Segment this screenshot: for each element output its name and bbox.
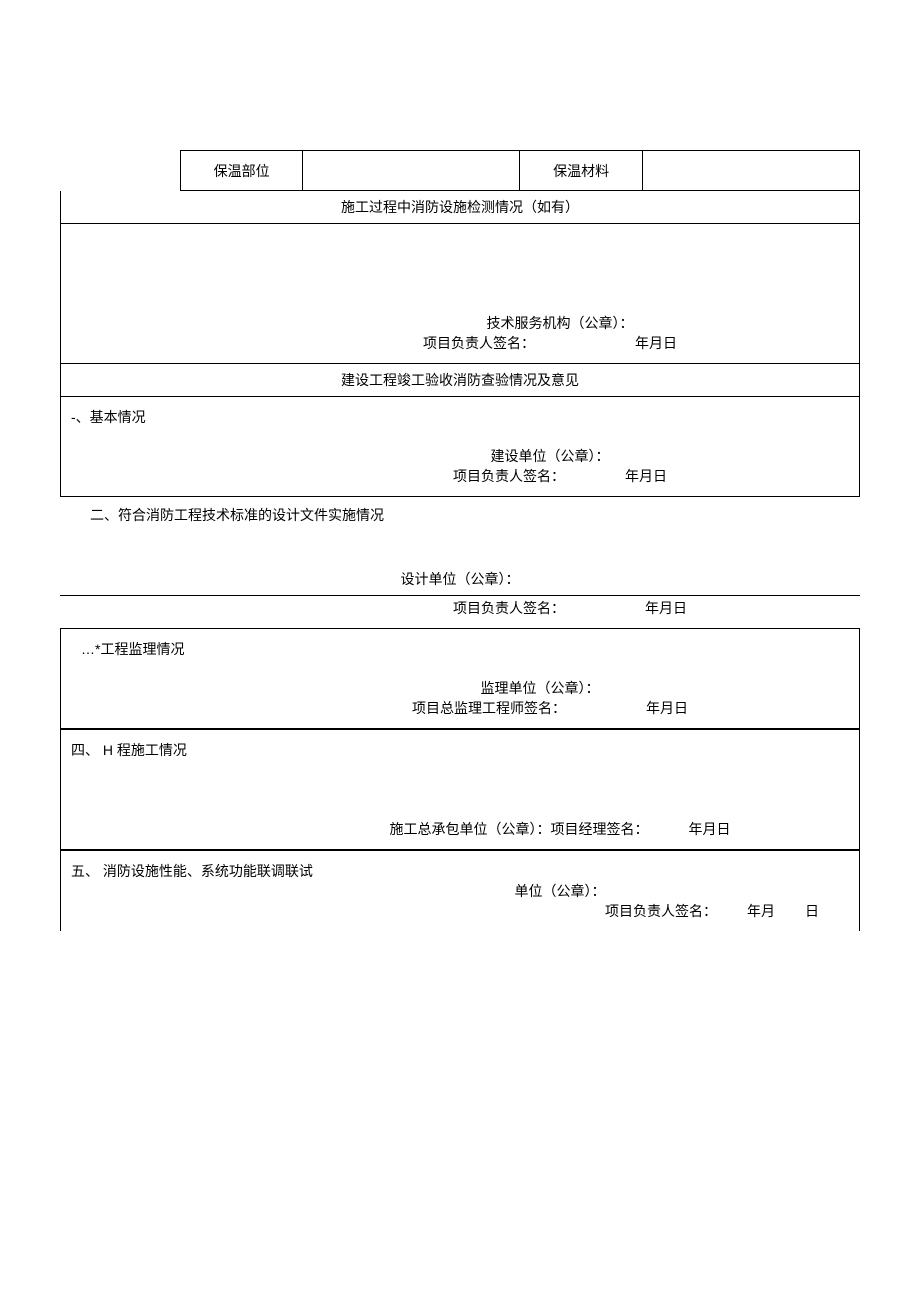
section6-sig: 项目负责人签名： [605,901,717,921]
section5-org: 施工总承包单位（公章）：项目经理签名： [390,819,649,839]
section6-org: 单位（公章）： [515,881,606,901]
section6-label: 五、 消防设施性能、系统功能联调联试 [71,861,849,881]
section2-date: 年月日 [625,466,667,486]
section3-org: 设计单位（公章）： [60,569,860,589]
section5-label: 四、 H 程施工情况 [71,740,849,760]
section2-org: 建设单位（公章）： [491,446,610,466]
section1-date: 年月日 [635,333,677,353]
insulation-part-label: 保温部位 [181,151,303,191]
section4-label: …*工程监理情况 [71,639,849,659]
section1-content: 技术服务机构（公章）： 项目负责人签名： 年月日 [61,224,860,364]
section2-content: -、基本情况 建设单位（公章）： 项目负责人签名： 年月日 [61,397,860,497]
section5-content: 四、 H 程施工情况 施工总承包单位（公章）：项目经理签名： 年月日 [61,730,860,850]
insulation-material-label: 保温材料 [520,151,642,191]
section4-sig: 项目总监理工程师签名： [412,698,566,718]
section6-date-d: 日 [805,901,819,921]
section4-table: …*工程监理情况 监理单位（公章）： 项目总监理工程师签名： 年月日 [60,628,860,729]
section1-table: 施工过程中消防设施检测情况（如有） 技术服务机构（公章）： 项目负责人签名： 年… [60,191,860,364]
insulation-material-value [642,151,859,191]
section3-date: 年月日 [645,598,687,618]
section1-title: 施工过程中消防设施检测情况（如有） [61,191,860,224]
section6-table: 五、 消防设施性能、系统功能联调联试 单位（公章）： 项目负责人签名： 年月 日 [60,850,860,931]
section1-sig: 项目负责人签名： [423,333,535,353]
section3-content: 项目负责人签名： 年月日 [60,596,860,629]
section3-sig: 项目负责人签名： [453,598,565,618]
section2-item1: -、基本情况 [71,407,849,427]
section5-date: 年月日 [689,819,731,839]
section4-date: 年月日 [646,698,688,718]
section1-org: 技术服务机构（公章）： [487,313,634,333]
section2-title: 建设工程竣工验收消防查验情况及意见 [61,364,860,397]
section5-table: 四、 H 程施工情况 施工总承包单位（公章）：项目经理签名： 年月日 [60,729,860,850]
section2-sig: 项目负责人签名： [453,466,565,486]
section6-content: 五、 消防设施性能、系统功能联调联试 单位（公章）： 项目负责人签名： 年月 日 [61,851,860,932]
top-table: 保温部位 保温材料 [180,150,860,191]
section2-table: 建设工程竣工验收消防查验情况及意见 -、基本情况 建设单位（公章）： 项目负责人… [60,364,860,497]
section6-date-ym: 年月 [747,901,775,921]
section4-org: 监理单位（公章）： [481,678,600,698]
section3-table: 项目负责人签名： 年月日 [60,595,860,628]
section4-content: …*工程监理情况 监理单位（公章）： 项目总监理工程师签名： 年月日 [61,629,860,729]
section3-label: 二、符合消防工程技术标准的设计文件实施情况 [90,505,860,525]
insulation-part-value [303,151,520,191]
